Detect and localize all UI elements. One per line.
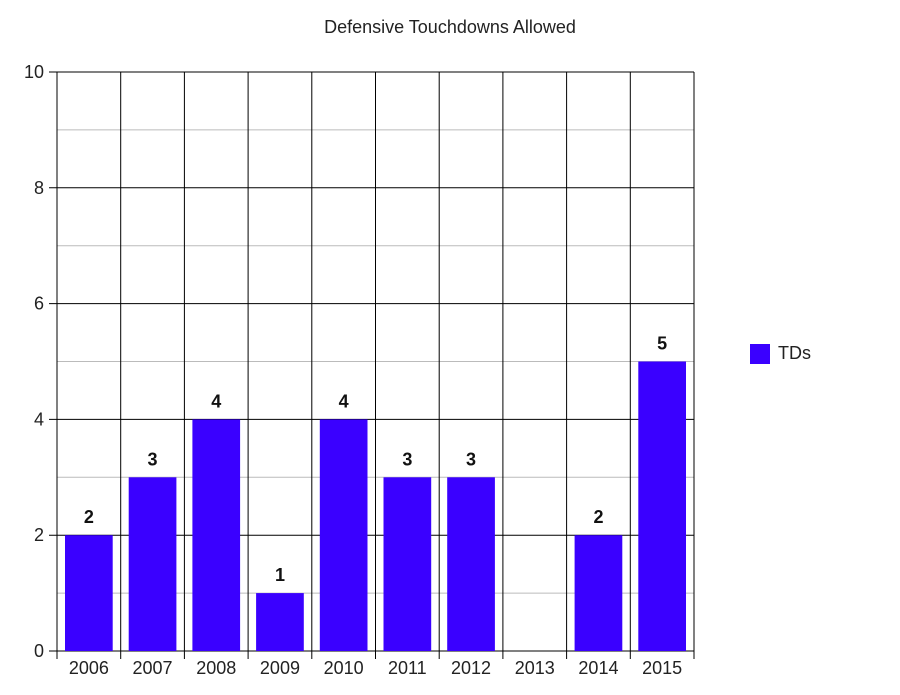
data-label: 2 bbox=[84, 507, 94, 527]
bar-2008 bbox=[192, 419, 241, 651]
bar-2014 bbox=[574, 535, 623, 651]
x-tick-label: 2007 bbox=[133, 658, 173, 678]
x-tick-label: 2011 bbox=[388, 658, 427, 678]
data-label: 1 bbox=[275, 565, 285, 585]
legend-label: TDs bbox=[778, 343, 811, 363]
data-label: 4 bbox=[339, 391, 349, 411]
data-label: 5 bbox=[657, 334, 667, 354]
y-tick-label: 0 bbox=[34, 641, 44, 661]
x-tick-label: 2006 bbox=[69, 658, 109, 678]
x-tick-label: 2013 bbox=[515, 658, 555, 678]
y-tick-label: 4 bbox=[34, 409, 44, 429]
bar-2007 bbox=[128, 477, 177, 651]
y-tick-label: 6 bbox=[34, 294, 44, 314]
chart-title: Defensive Touchdowns Allowed bbox=[324, 17, 576, 37]
bar-2015 bbox=[638, 361, 686, 651]
bar-2006 bbox=[65, 535, 113, 651]
y-tick-label: 8 bbox=[34, 178, 44, 198]
bar-2011 bbox=[383, 477, 432, 651]
data-label: 3 bbox=[466, 449, 476, 469]
y-tick-label: 10 bbox=[24, 62, 44, 82]
bar-2012 bbox=[447, 477, 495, 651]
x-tick-label: 2009 bbox=[260, 658, 300, 678]
data-label: 3 bbox=[148, 449, 158, 469]
x-tick-label: 2010 bbox=[324, 658, 364, 678]
x-tick-label: 2008 bbox=[196, 658, 236, 678]
data-label: 3 bbox=[402, 449, 412, 469]
bar-2009 bbox=[256, 593, 304, 651]
data-label: 2 bbox=[593, 507, 603, 527]
x-tick-label: 2012 bbox=[451, 658, 491, 678]
x-tick-label: 2015 bbox=[642, 658, 682, 678]
legend: TDs bbox=[750, 343, 811, 364]
y-tick-label: 2 bbox=[34, 525, 44, 545]
data-label: 4 bbox=[211, 391, 221, 411]
x-tick-label: 2014 bbox=[578, 658, 618, 678]
bar-2010 bbox=[319, 419, 368, 651]
legend-swatch bbox=[750, 343, 770, 364]
